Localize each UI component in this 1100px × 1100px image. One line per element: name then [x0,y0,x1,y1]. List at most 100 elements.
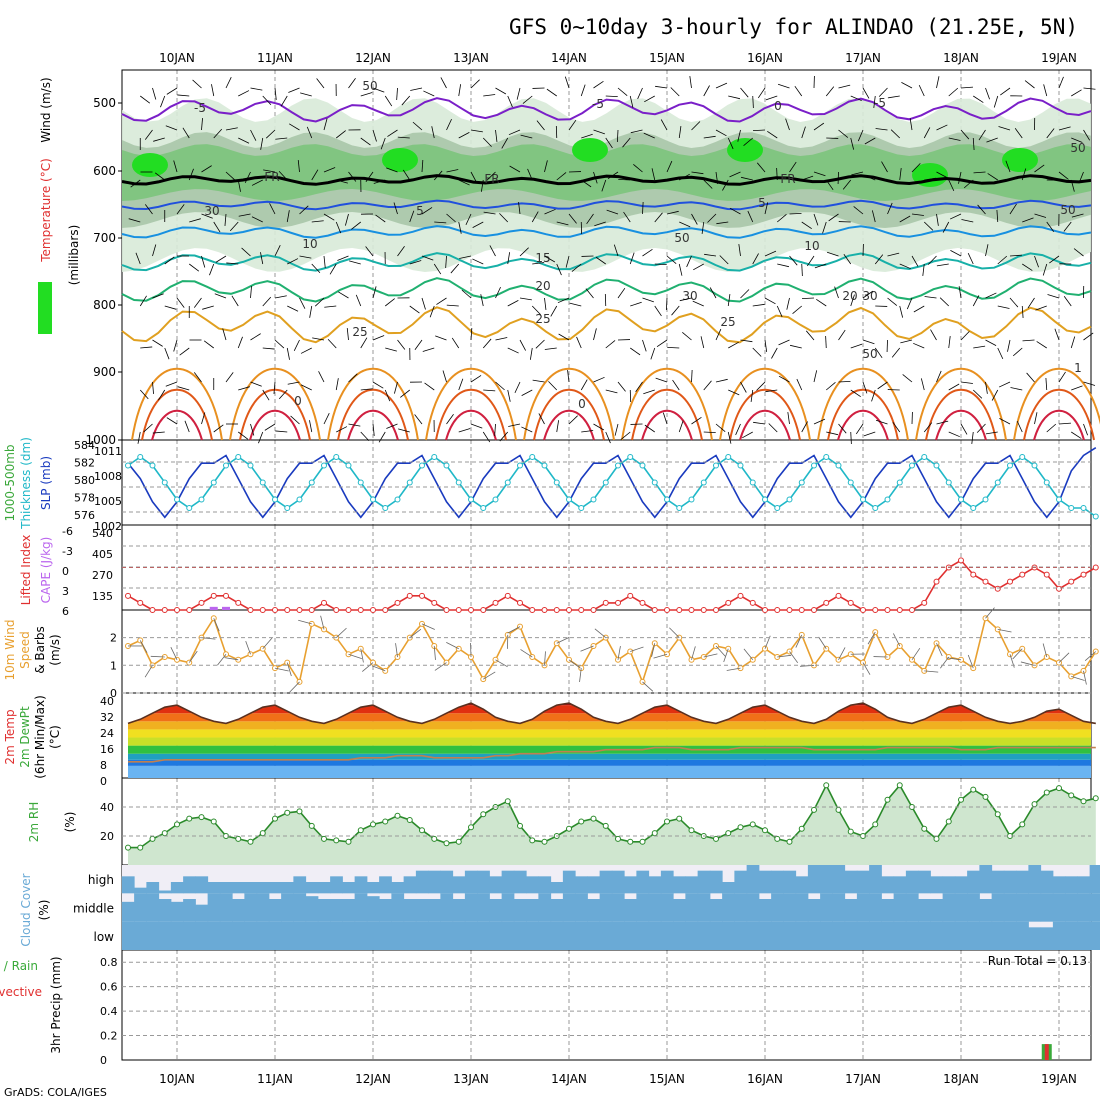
wind-barb [1078,171,1084,184]
wind-barb [756,162,766,173]
thickness-point [259,479,266,486]
rh-area [128,785,1096,865]
wind-barb [470,79,480,89]
wind-barb [544,297,547,310]
wind-barb [796,378,803,391]
cloud-cell [317,921,331,950]
thickness-point [970,505,977,511]
rh2m-point [370,821,376,828]
wind-barb [251,179,263,186]
wind-barb [686,255,692,268]
wind-barb [152,293,164,299]
cloud-cell [1028,865,1042,894]
lifted-index-point [198,599,205,606]
wind-barb [201,118,203,131]
wind-barb [293,339,300,351]
wind-barb [874,347,883,359]
wind-barb [274,339,285,349]
wind-barb [785,118,790,131]
cloud-cell [305,896,319,922]
wind-barb [300,347,312,354]
day-label-bottom: 11JAN [257,1072,293,1086]
wind-barb [209,263,215,276]
wind-barb [386,167,398,173]
cloud-cell [538,876,552,894]
rh2m-series [125,782,1099,851]
wind-barb [850,95,862,102]
lifted-index-point [970,571,977,578]
wind-barb [728,95,741,100]
cloud-cell [991,921,1005,950]
dewpt2m-line [128,746,1096,763]
cloud-cell [930,876,944,894]
surface-wind-barb [818,636,827,649]
wind-barb [442,370,447,383]
wind-barb [826,251,839,257]
temp-band [128,713,1091,722]
cloud-cell [771,921,784,950]
wind-barb [176,297,185,308]
wind-barb [470,375,482,383]
cloud-cell [415,899,429,922]
lifted-index-point [737,592,744,599]
wind-barb [715,423,726,433]
contour-label: 0 [578,397,586,411]
wind-barb [372,423,375,436]
wind-barb [201,255,206,268]
wind-barb [482,137,492,147]
contour-warm-dome [445,409,497,441]
thickness-point [1056,496,1062,503]
cloud-cell [440,921,454,950]
wind-barb [422,347,435,352]
upper-ylabel-mb: (millibars) [67,225,81,286]
wind-barb [1026,372,1035,383]
lifted-index-point [1092,564,1099,571]
wind-barb [936,420,949,425]
cloud-cell [158,921,172,950]
wind-barb [309,305,313,318]
lifted-index-point [247,607,254,613]
cloud-cell [207,882,221,894]
surface-wind-barb [434,662,447,671]
wind-barb [777,263,790,268]
rh2m-point [958,796,964,803]
wind-barb [958,171,962,184]
wind-barb [365,171,374,182]
lifted-index-point [149,607,156,613]
cloud-layer-label: low [94,930,115,944]
panel-frame [121,609,1092,694]
wind-barb [231,295,239,307]
wind-barb [544,208,556,215]
wind-barb [873,95,876,108]
wind-barb [642,248,653,257]
cloud-cell [330,921,343,950]
wind-barb [813,122,825,131]
rh-legend-swatch [38,282,52,334]
wind-barb [727,431,732,444]
cloud-cell [648,893,662,922]
lifted-index-point [860,607,866,613]
surface-wind-barb [669,627,680,638]
day-label-top: 19JAN [1041,51,1077,65]
cloud-cell [293,893,307,922]
wind-barb [936,76,940,89]
contour-label: 25 [720,315,735,329]
wind-barb [565,255,570,268]
cloud-cell [403,921,417,950]
wind-barb [250,333,261,341]
contour-label: 1 [1074,361,1082,375]
wind-barb [801,126,806,139]
wind-barb [521,389,533,396]
thickness-point [921,454,928,460]
thickness-point [382,505,389,511]
wind-barb [189,263,200,272]
wind-barb [842,179,852,190]
cloud-cell [636,870,650,894]
rh2m-point [272,815,278,822]
wind-barb [165,125,178,131]
temp2m-line [127,702,1096,725]
cloud-cell [256,893,270,922]
wind-barb [901,82,913,89]
wind-barb [581,430,594,433]
wind-barb [318,371,325,383]
